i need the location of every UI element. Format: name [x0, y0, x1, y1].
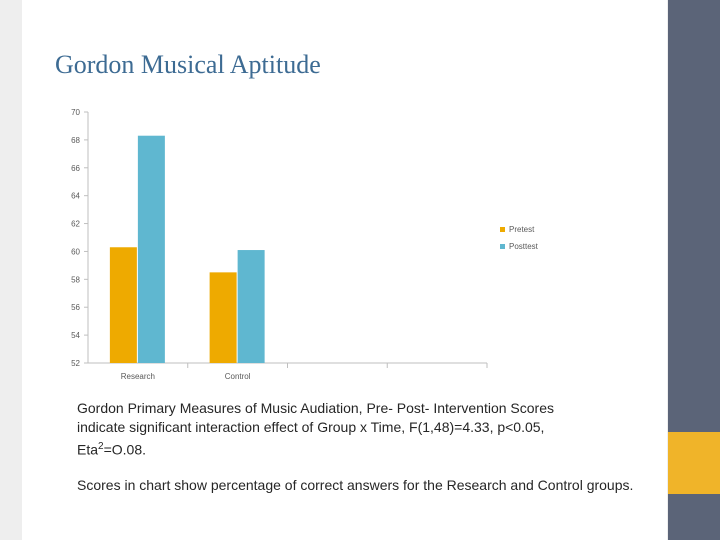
caption-line-3: Eta2=O.08.: [77, 437, 637, 460]
legend-label: Pretest: [509, 225, 535, 234]
y-tick-label: 60: [71, 247, 80, 256]
caption-eta-superscript: 2: [98, 441, 104, 452]
legend-swatch: [500, 227, 505, 232]
y-tick-label: 56: [71, 303, 80, 312]
y-tick-label: 62: [71, 220, 80, 229]
y-tick-label: 66: [71, 164, 80, 173]
bar-chart: 52 54 56 58 60 62 64 66 68 70 Research Control Prete…: [60, 100, 560, 385]
chart-caption: Gordon Primary Measures of Music Audiati…: [77, 399, 637, 460]
y-tick-label: 52: [71, 359, 80, 368]
decorative-accent-block: [668, 432, 720, 494]
bar-pretest-control: [209, 272, 237, 363]
caption-line-1: Gordon Primary Measures of Music Audiati…: [77, 400, 554, 416]
legend-swatch: [500, 244, 505, 249]
chart-note: Scores in chart show percentage of corre…: [77, 477, 634, 493]
x-category-label: Control: [225, 372, 251, 381]
y-tick-label: 54: [71, 331, 80, 340]
caption-line-2: indicate significant interaction effect …: [77, 419, 545, 435]
y-tick-label: 70: [71, 108, 80, 117]
bar-posttest-research: [137, 135, 165, 363]
caption-eta-value: =O.08.: [103, 441, 146, 458]
slide-title: Gordon Musical Aptitude: [55, 50, 321, 79]
y-tick-label: 64: [71, 192, 80, 201]
y-tick-label: 68: [71, 136, 80, 145]
bar-pretest-research: [109, 247, 137, 363]
bar-posttest-control: [237, 250, 265, 363]
x-category-label: Research: [121, 372, 155, 381]
legend-label: Posttest: [509, 242, 539, 251]
caption-eta: Eta: [77, 441, 99, 458]
y-tick-label: 58: [71, 275, 80, 284]
